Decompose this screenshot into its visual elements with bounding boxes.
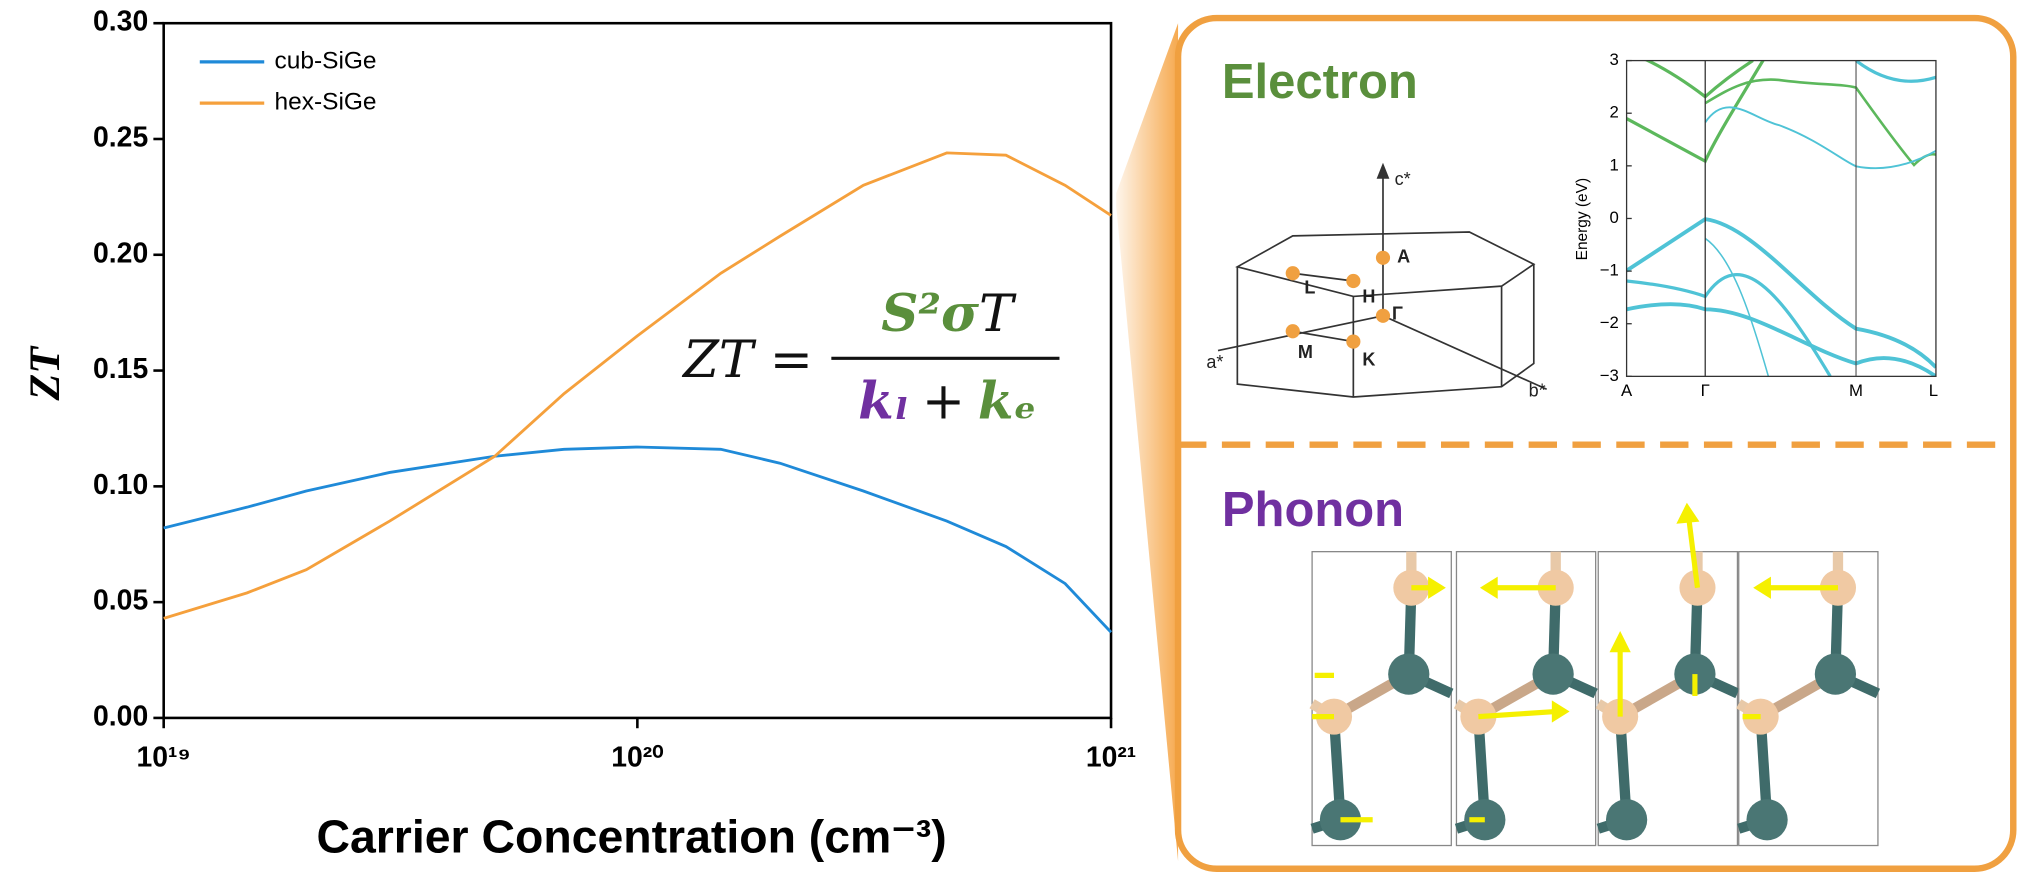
y-tick-label: 0.15	[93, 353, 148, 385]
numerator-part: S²σ	[881, 284, 979, 344]
kpoint-label: L	[1929, 381, 1938, 400]
bz-label: c*	[1395, 169, 1411, 189]
legend-label: hex-SiGe	[275, 89, 377, 116]
band-y-tick-label: −2	[1600, 313, 1619, 332]
zoom-beam	[1116, 23, 1179, 861]
y-tick-label: 0.20	[93, 237, 148, 269]
plot-area	[162, 21, 1113, 720]
bz-label: H	[1362, 287, 1375, 307]
brillouin-zone	[1217, 162, 1548, 398]
band-curves	[1626, 60, 1936, 377]
band-y-tick-label: −1	[1600, 261, 1619, 280]
bz-label: M	[1298, 342, 1313, 362]
band-y-tick-label: 1	[1610, 155, 1619, 174]
band-y-tick-label: 0	[1610, 208, 1619, 227]
band-y-tick-label: 2	[1610, 103, 1619, 122]
numerator-part: T	[979, 284, 1017, 344]
panel-title: Phonon	[1222, 483, 1404, 537]
phonon-modes	[1312, 502, 1878, 846]
formula: ZT = S²σT kₗ + kₑ	[681, 284, 1060, 431]
band-structure: Energy (eV) 3 2 1 0 −1 −2 −3A Γ M L	[1574, 50, 1938, 400]
kpoint-label: M	[1849, 381, 1863, 400]
y-tick-label: 0.00	[93, 700, 148, 732]
kpoint-label: Γ	[1701, 381, 1710, 400]
bz-labels: c* A L H Γ M K a* b*	[1206, 169, 1545, 400]
series-line	[163, 151, 1112, 620]
y-tick-label: 0.30	[93, 6, 148, 38]
band-y-tick-label: −3	[1600, 366, 1619, 385]
formula-lhs: ZT =	[681, 330, 813, 390]
axis-label: Energy (eV)	[1574, 178, 1591, 260]
axes-frame	[162, 21, 1113, 720]
band-y-tick-label: 3	[1610, 50, 1619, 69]
panel-title: Electron	[1222, 55, 1418, 109]
series-line	[163, 445, 1113, 634]
bz-label: A	[1397, 247, 1410, 267]
y-axis-label: ZT	[21, 345, 69, 402]
denominator-part: kₗ	[858, 371, 909, 431]
y-tick-label: 0.05	[93, 585, 148, 617]
bz-points	[1285, 250, 1391, 349]
denominator-part: kₑ	[978, 371, 1037, 431]
x-tick-label: 10²¹	[1086, 742, 1136, 774]
bz-label: b*	[1529, 381, 1546, 401]
bz-label: K	[1362, 350, 1375, 370]
x-tick-label: 10²⁰	[611, 742, 663, 774]
legend-label: cub-SiGe	[275, 47, 377, 74]
denominator: kₗ + kₑ	[858, 371, 1036, 431]
numerator: S²σT	[881, 284, 1017, 344]
x-axis-label: Carrier Concentration (cm⁻³)	[316, 811, 946, 863]
denominator-part: +	[922, 371, 965, 431]
bz-label: a*	[1206, 352, 1223, 372]
bz-label: L	[1304, 277, 1315, 297]
y-tick-label: 0.10	[93, 469, 148, 501]
bz-label: Γ	[1392, 303, 1403, 323]
x-tick-label: 10¹⁹	[136, 742, 190, 774]
y-tick-label: 0.25	[93, 121, 148, 153]
kpoint-label: A	[1621, 381, 1633, 400]
